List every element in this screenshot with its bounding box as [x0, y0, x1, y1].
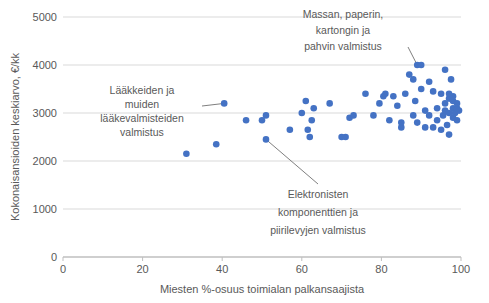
annotation-text: komponenttien ja: [278, 206, 358, 218]
point: [306, 134, 313, 141]
point: [376, 100, 383, 107]
y-tick-label: 5000: [33, 11, 57, 23]
point: [304, 127, 311, 134]
grid-line: [63, 17, 461, 18]
x-tick: [142, 257, 143, 261]
point: [183, 151, 190, 158]
point: [418, 62, 425, 69]
point: [448, 76, 455, 83]
x-tick-label: 80: [375, 263, 387, 275]
x-tick-label: 60: [296, 263, 308, 275]
x-tick: [461, 257, 462, 261]
y-tick-label: 4000: [33, 59, 57, 71]
point: [418, 86, 425, 93]
point: [394, 103, 401, 110]
point: [350, 112, 357, 119]
y-tick-label: 1000: [33, 203, 57, 215]
annotation-text: valmistus: [120, 126, 164, 138]
point: [430, 88, 437, 95]
point: [263, 136, 270, 143]
points: [183, 62, 462, 157]
point: [426, 79, 433, 86]
x-tick-label: 100: [452, 263, 470, 275]
point: [410, 76, 417, 83]
point: [370, 112, 377, 119]
point: [422, 124, 429, 131]
point: [342, 134, 349, 141]
point: [326, 100, 333, 107]
point: [362, 91, 369, 98]
point: [430, 124, 437, 131]
annotation-text: muiden: [125, 98, 160, 110]
point: [382, 91, 389, 98]
point: [454, 117, 461, 124]
point: [386, 117, 393, 124]
point: [438, 127, 445, 134]
point: [446, 131, 453, 138]
point: [414, 119, 421, 126]
point: [243, 117, 250, 124]
point: [434, 105, 441, 112]
annotation-text: Massan, paperin,: [303, 8, 384, 20]
point: [221, 100, 228, 107]
y-tick-label: 0: [51, 251, 57, 263]
point: [454, 100, 461, 107]
annotation-text: pahvin valmistus: [304, 40, 382, 52]
x-tick-label: 40: [216, 263, 228, 275]
point: [442, 67, 449, 74]
annotation-text: Lääkkeiden ja: [110, 84, 175, 96]
point: [213, 141, 220, 148]
point: [446, 91, 453, 98]
x-tick: [381, 257, 382, 261]
chart: 0 1000 2000 3000 4000 5000 0 20 40 60 80 100 Miesten…: [0, 0, 489, 303]
point: [302, 98, 309, 105]
point: [434, 117, 441, 124]
x-tick: [222, 257, 223, 261]
point: [299, 110, 306, 117]
y-tick-label: 3000: [33, 107, 57, 119]
annotation-text: piirilevyjen valmistus: [270, 224, 366, 236]
point: [426, 112, 433, 119]
annotation-leader: [202, 103, 224, 106]
x-axis-title: Miesten %-osuus toimialan palkansaajista: [160, 283, 365, 295]
point: [444, 122, 451, 129]
y-tick-label: 2000: [33, 155, 57, 167]
point: [310, 105, 317, 112]
grid-line: [63, 161, 461, 162]
x-tick: [301, 257, 302, 261]
point: [402, 91, 409, 98]
annotation-text: Elektronisten: [288, 188, 349, 200]
x-axis-line: [63, 257, 461, 258]
point: [308, 117, 315, 124]
point: [410, 112, 417, 119]
point: [398, 119, 405, 126]
point: [438, 91, 445, 98]
point: [287, 127, 294, 134]
point: [456, 107, 463, 114]
x-tick-label: 0: [60, 263, 66, 275]
y-axis-title: Kokonaisansioiden keskiarvo, €/kk: [9, 52, 21, 221]
annotation-text: lääkevalmisteiden: [100, 112, 184, 124]
grid-line: [63, 257, 461, 258]
point: [412, 98, 419, 105]
point: [390, 93, 397, 100]
x-tick-label: 20: [136, 263, 148, 275]
grid-line: [63, 65, 461, 66]
annotation-leader: [266, 139, 318, 184]
point: [263, 112, 270, 119]
x-tick: [63, 257, 64, 261]
grid-line: [63, 209, 461, 210]
annotation-text: kartongin ja: [316, 24, 370, 36]
